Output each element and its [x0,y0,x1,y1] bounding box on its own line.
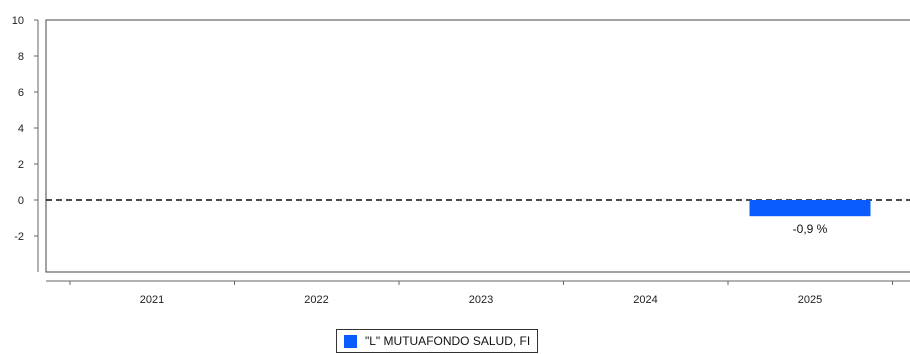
x-tick-label: 2022 [304,294,328,306]
plot-border [45,19,910,273]
bar [749,200,871,217]
y-tick-label: 2 [18,159,24,171]
legend: "L" MUTUAFONDO SALUD, FI [336,329,539,353]
x-tick-label: 2021 [140,294,164,306]
x-axis: 2021 2022 2023 2024 2025 [46,280,910,306]
plot-frame [45,19,910,273]
legend-label: "L" MUTUAFONDO SALUD, FI [365,334,531,348]
y-tick-label: 10 [12,15,24,27]
y-tick-label: 6 [18,87,24,99]
x-tick-label: 2024 [633,294,657,306]
bar-data-label: -0,9 % [793,222,828,236]
y-tick-label: 0 [18,195,24,207]
y-tick-label: 8 [18,51,24,63]
x-tick-label: 2023 [469,294,493,306]
y-tick-label: -2 [14,231,24,243]
y-axis: 10 8 6 4 2 0 -2 [12,15,39,272]
y-tick-label: 4 [18,123,24,135]
x-tick-label: 2025 [798,294,822,306]
bars: -0,9 % [749,200,871,236]
legend-swatch [344,334,357,348]
